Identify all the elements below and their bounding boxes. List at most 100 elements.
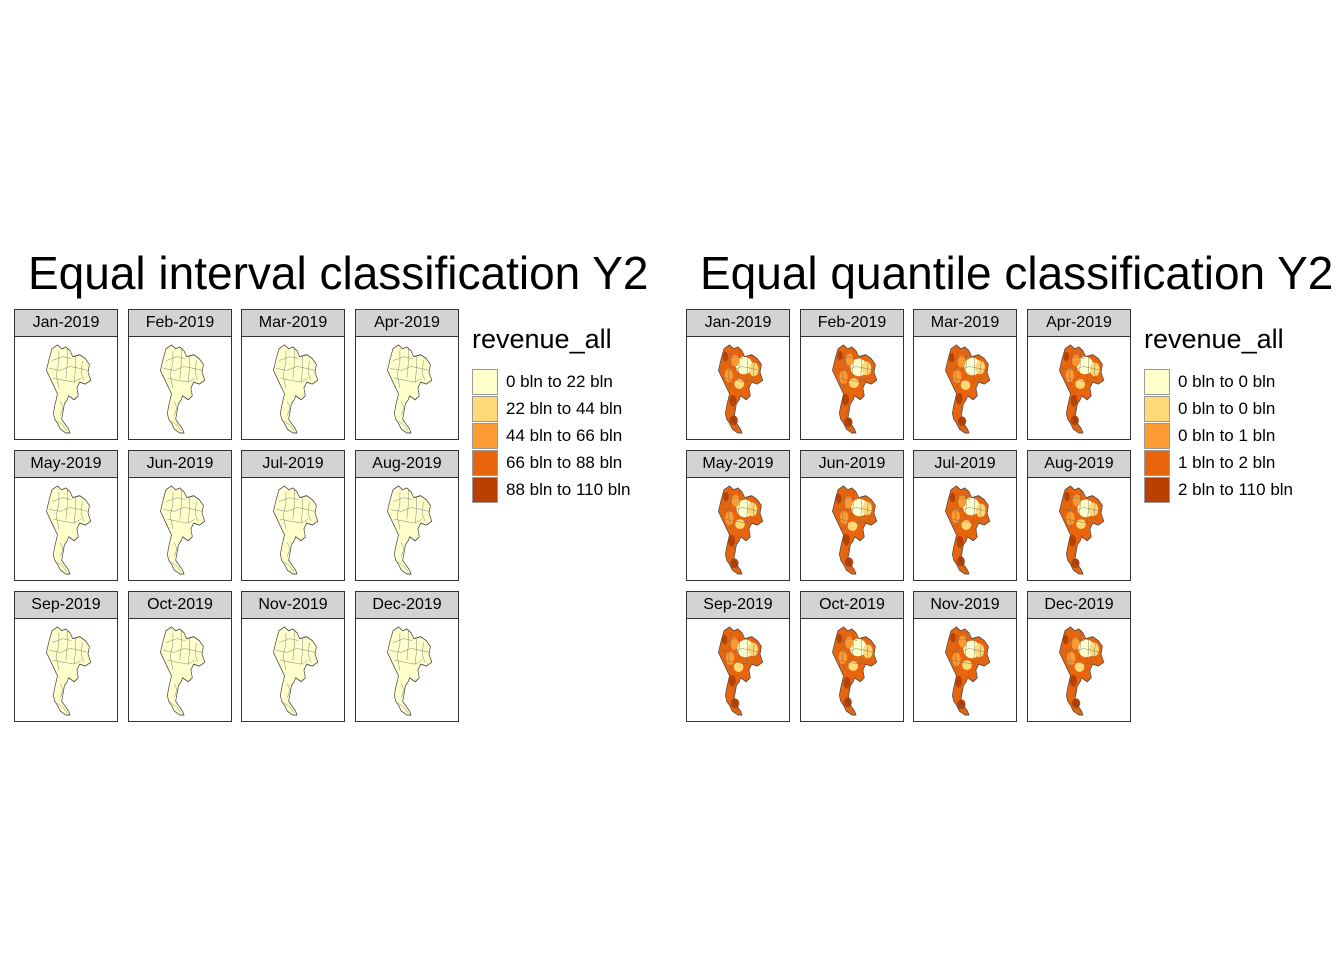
province-border [73, 638, 76, 665]
province-border [80, 501, 85, 522]
country-map [945, 344, 991, 434]
province-border [406, 630, 409, 661]
country-map [387, 344, 433, 434]
facet-map: Feb-2019 [800, 309, 904, 440]
facet-label: Jun-2019 [128, 450, 232, 478]
province-border [1062, 366, 1102, 371]
region-patch [729, 394, 737, 407]
province-border [727, 632, 732, 671]
province-border [278, 356, 299, 361]
country-map [273, 485, 319, 575]
map-frame [800, 618, 904, 722]
map-frame [14, 618, 118, 722]
province-border [171, 421, 182, 432]
legend-label: 0 bln to 0 bln [1178, 399, 1276, 418]
map-frame [686, 336, 790, 440]
province-border [959, 401, 963, 416]
facet-map: Jan-2019 [14, 309, 118, 440]
facet-label: Dec-2019 [1027, 591, 1131, 619]
legend-item: 22 bln to 44 bln [472, 396, 622, 423]
province-border [732, 401, 736, 416]
region-patch [731, 494, 740, 507]
province-border [952, 518, 981, 524]
legend-label: 44 bln to 66 bln [506, 426, 623, 445]
province-border [169, 632, 174, 671]
region-patch [1074, 662, 1085, 672]
legend-label: 0 bln to 1 bln [1178, 426, 1276, 445]
province-border [843, 703, 854, 714]
province-border [841, 491, 846, 530]
facet-map: Oct-2019 [128, 591, 232, 722]
province-border [390, 366, 430, 371]
map-frame [241, 618, 345, 722]
region-patch [735, 519, 745, 529]
map-frame [355, 618, 459, 722]
province-border [307, 642, 312, 663]
province-border [964, 348, 967, 379]
province-border [307, 360, 312, 381]
region-patch [849, 638, 867, 657]
country-map [1059, 485, 1105, 575]
country-border [945, 626, 991, 716]
legend-item: 1 bln to 2 bln [1144, 450, 1284, 477]
province-border [284, 562, 295, 573]
province-border [950, 497, 971, 502]
province-border [851, 489, 854, 520]
province-border [60, 542, 64, 557]
region-patch [723, 491, 729, 502]
legend-swatch [1144, 477, 1170, 503]
region-patch [725, 511, 734, 526]
legend-swatch [472, 477, 498, 503]
province-border [837, 497, 858, 502]
province-border [282, 350, 287, 389]
legend-item: 0 bln to 0 bln [1144, 396, 1284, 423]
legend-item: 88 bln to 110 bln [472, 477, 630, 504]
province-border [167, 518, 196, 524]
facet-label: Nov-2019 [241, 591, 345, 619]
facet-map: Jul-2019 [913, 450, 1017, 581]
region-patch [1071, 558, 1080, 569]
province-border [55, 632, 60, 671]
facet-label: Jan-2019 [14, 309, 118, 337]
region-patch [748, 362, 759, 377]
country-border [718, 485, 764, 575]
country-border [832, 626, 878, 716]
facet-map: May-2019 [14, 450, 118, 581]
facet-map: Nov-2019 [241, 591, 345, 722]
province-border [948, 507, 988, 512]
province-border [292, 630, 295, 661]
region-patch [837, 350, 843, 361]
country-map [832, 344, 878, 434]
province-border [1078, 348, 1081, 379]
province-border [959, 683, 963, 698]
province-border [835, 507, 875, 512]
map-frame [241, 477, 345, 581]
province-border [396, 350, 401, 389]
province-border [1078, 489, 1081, 520]
province-border [401, 401, 405, 416]
map-frame [1027, 618, 1131, 722]
province-border [725, 659, 754, 665]
province-border [954, 350, 959, 389]
province-border [276, 648, 316, 653]
region-patch [722, 351, 729, 362]
province-border [401, 542, 405, 557]
region-patch [730, 637, 739, 650]
province-border [57, 703, 68, 714]
province-border [843, 421, 854, 432]
province-border [1093, 501, 1098, 522]
legend-title: revenue_all [1144, 324, 1284, 354]
province-border [278, 497, 299, 502]
legend-swatch [1144, 369, 1170, 395]
province-border [390, 507, 430, 512]
province-border [421, 642, 426, 663]
province-border [952, 659, 981, 665]
facet-map: Feb-2019 [128, 309, 232, 440]
province-border [163, 366, 203, 371]
country-border [387, 485, 433, 575]
region-patch [1072, 494, 1081, 507]
province-border [1064, 356, 1085, 361]
province-border [1068, 350, 1073, 389]
province-border [729, 562, 740, 573]
map-frame [913, 618, 1017, 722]
